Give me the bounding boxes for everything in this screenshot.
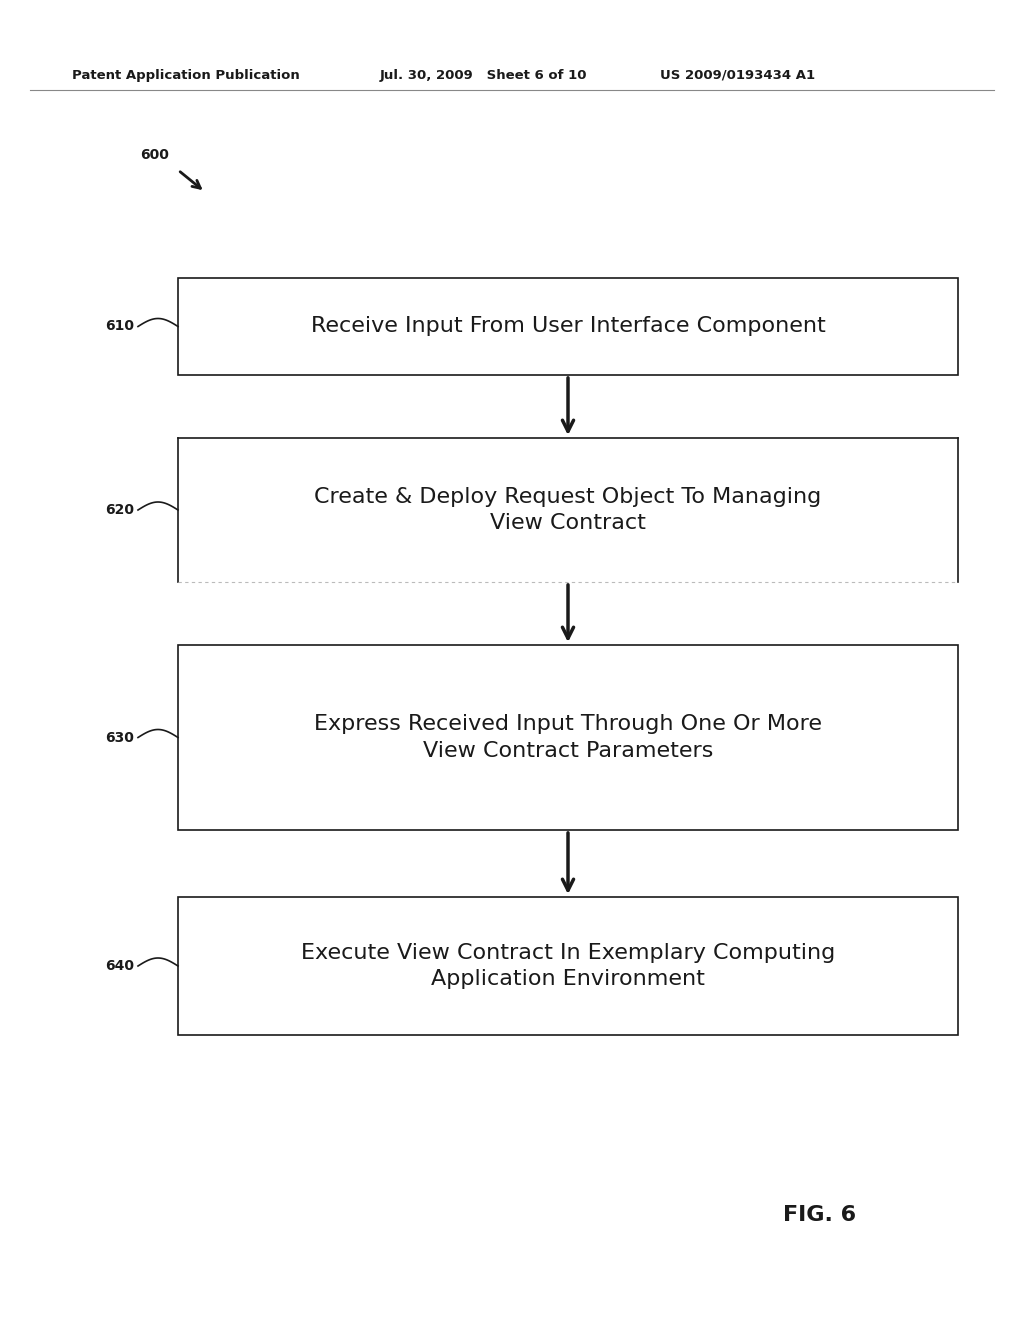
Text: US 2009/0193434 A1: US 2009/0193434 A1 xyxy=(660,69,815,82)
Text: 630: 630 xyxy=(105,730,134,744)
Text: Execute View Contract In Exemplary Computing
Application Environment: Execute View Contract In Exemplary Compu… xyxy=(301,942,836,989)
Text: Patent Application Publication: Patent Application Publication xyxy=(72,69,300,82)
Bar xyxy=(178,645,958,830)
Text: 640: 640 xyxy=(105,960,134,973)
Bar xyxy=(178,898,958,1035)
Text: 600: 600 xyxy=(140,148,169,162)
Text: FIG. 6: FIG. 6 xyxy=(783,1205,856,1225)
Bar xyxy=(178,438,958,582)
Text: Express Received Input Through One Or More
View Contract Parameters: Express Received Input Through One Or Mo… xyxy=(314,714,822,760)
Text: Receive Input From User Interface Component: Receive Input From User Interface Compon… xyxy=(310,317,825,337)
Text: 620: 620 xyxy=(105,503,134,517)
Text: Jul. 30, 2009   Sheet 6 of 10: Jul. 30, 2009 Sheet 6 of 10 xyxy=(380,69,588,82)
Text: 610: 610 xyxy=(105,319,134,334)
Text: Create & Deploy Request Object To Managing
View Contract: Create & Deploy Request Object To Managi… xyxy=(314,487,821,533)
Bar xyxy=(178,279,958,375)
